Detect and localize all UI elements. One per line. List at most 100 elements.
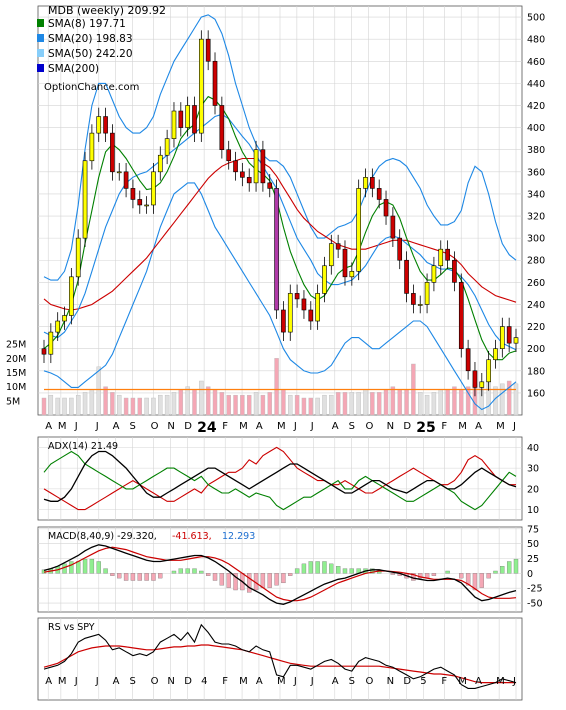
macd-histogram-bar xyxy=(103,568,108,574)
adx-label: ADX(14) 21.49 xyxy=(48,441,118,452)
macd-histogram-bar xyxy=(459,573,464,579)
candle-body xyxy=(199,38,204,134)
macd-histogram-bar xyxy=(233,573,238,591)
price-ytick-label: 200 xyxy=(527,344,545,355)
x-month-label: A xyxy=(332,421,339,432)
macd-histogram-bar xyxy=(506,561,512,574)
volume-bar xyxy=(253,392,259,416)
x-month-label-bottom: M xyxy=(277,676,286,687)
legend-swatch xyxy=(37,49,44,57)
candle-body xyxy=(411,293,416,305)
rs-label: RS vs SPY xyxy=(48,622,95,633)
x-month-label: A xyxy=(475,421,482,432)
candle-body xyxy=(335,243,341,250)
candle-body xyxy=(431,265,437,283)
macd-histogram-bar xyxy=(370,568,375,574)
x-month-label: M xyxy=(58,421,67,432)
x-month-label: J xyxy=(310,421,314,432)
candle-body xyxy=(438,248,444,267)
macd-histogram-bar xyxy=(226,573,231,588)
candle-body xyxy=(363,177,368,189)
x-month-label: 25 xyxy=(416,420,435,436)
candle-body xyxy=(103,116,108,134)
x-month-label: M xyxy=(239,421,248,432)
volume-bar xyxy=(151,397,156,416)
candle-body xyxy=(486,359,491,383)
x-month-label-bottom: M xyxy=(58,676,67,687)
candle-body xyxy=(116,171,122,174)
candle-body xyxy=(96,116,102,134)
rs-sma-line xyxy=(43,644,516,684)
candle-body xyxy=(376,188,382,200)
volume-bar xyxy=(240,394,245,416)
candle-body xyxy=(301,298,307,311)
x-month-label: O xyxy=(366,421,374,432)
macd-ytick-label: 75 xyxy=(527,524,539,535)
x-month-label: D xyxy=(184,421,192,432)
source-label: OptionChance.com xyxy=(44,82,139,93)
x-month-label-bottom: O xyxy=(366,676,374,687)
macd-ytick-label: 25 xyxy=(527,554,539,565)
price-ytick-label: 280 xyxy=(527,256,545,267)
volume-bar xyxy=(418,392,423,416)
x-month-label: J xyxy=(95,421,99,432)
candle-body xyxy=(390,215,396,239)
macd-histogram-bar xyxy=(89,558,95,574)
volume-bar xyxy=(205,386,211,416)
legend-label: SMA(20) 198.83 xyxy=(48,33,133,45)
macd-histogram-bar xyxy=(349,568,354,574)
volume-bar xyxy=(130,397,136,416)
macd-histogram-bar xyxy=(96,561,101,574)
volume-bar xyxy=(123,397,129,416)
sma20-line xyxy=(43,113,517,351)
candle-body xyxy=(240,171,245,178)
x-month-label-bottom: S xyxy=(349,676,355,687)
volume-bar xyxy=(246,394,252,416)
candle-body xyxy=(479,381,485,388)
price-ytick-label: 240 xyxy=(527,300,545,311)
candle-body xyxy=(383,199,389,217)
macd-histogram-bar xyxy=(431,573,437,576)
candle-body xyxy=(506,326,512,344)
volume-bar xyxy=(69,397,74,416)
x-month-label-bottom: M xyxy=(458,676,467,687)
macd-histogram-bar xyxy=(247,573,252,593)
x-month-label: A xyxy=(256,421,263,432)
macd-signal-value: -41.613, xyxy=(172,531,212,542)
x-month-label: M xyxy=(458,421,467,432)
volume-tick-label: 25M xyxy=(6,340,26,351)
price-ytick-label: 440 xyxy=(527,79,545,90)
x-month-label-bottom: J xyxy=(512,676,516,687)
x-month-label-bottom: 4 xyxy=(201,676,207,687)
macd-ytick-label: 50 xyxy=(527,539,539,550)
x-month-label: M xyxy=(277,421,286,432)
volume-bar xyxy=(103,386,108,416)
macd-histogram-bar xyxy=(281,573,286,584)
x-month-label: D xyxy=(403,421,411,432)
volume-bar xyxy=(178,389,184,416)
macd-histogram-bar xyxy=(117,573,122,579)
macd-histogram-bar xyxy=(472,573,478,591)
volume-bar xyxy=(260,394,266,416)
x-month-label-bottom: J xyxy=(95,676,99,687)
volume-bar xyxy=(212,389,218,416)
x-month-label-bottom: A xyxy=(256,676,263,687)
candle-body xyxy=(452,259,457,283)
macd-histogram-bar xyxy=(329,563,334,574)
legend-label: SMA(8) 197.71 xyxy=(48,18,126,30)
volume-bar xyxy=(219,392,225,416)
macd-histogram-bar xyxy=(76,561,81,574)
candle-body xyxy=(287,293,293,333)
price-ytick-label: 380 xyxy=(527,145,545,156)
ticker-label: MDB (weekly) 209.92 xyxy=(48,4,166,17)
macd-hist-value: 12.293 xyxy=(222,531,255,542)
price-ytick-label: 220 xyxy=(527,322,545,333)
volume-bar xyxy=(404,389,409,416)
macd-histogram-bar xyxy=(513,558,519,574)
candle-body xyxy=(185,105,190,128)
volume-bar xyxy=(294,394,300,416)
volume-bar xyxy=(226,394,231,416)
volume-bar xyxy=(96,366,101,416)
legend-swatch xyxy=(37,64,44,72)
volume-bar xyxy=(452,386,457,416)
